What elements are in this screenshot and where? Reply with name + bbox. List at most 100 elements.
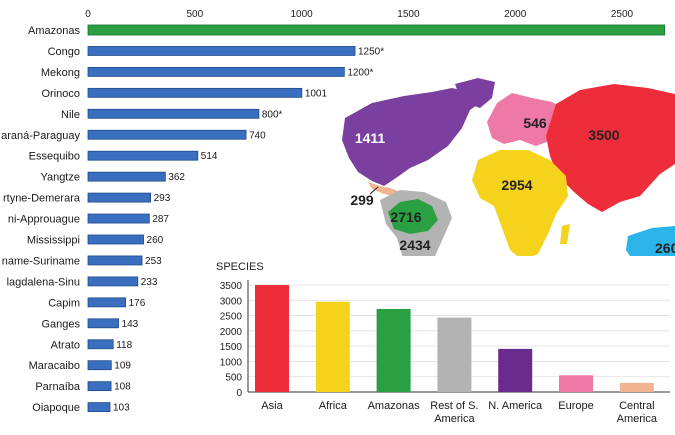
- bar: [87, 297, 126, 308]
- category-label: Maracaibo: [29, 360, 80, 372]
- rest-of-south-america-value: 2434: [399, 237, 430, 253]
- category-label: Nile: [61, 109, 80, 121]
- bar: [87, 24, 666, 36]
- category-label: Asia: [261, 400, 283, 412]
- greenland-region: [455, 78, 495, 108]
- madagascar-region: [560, 224, 570, 244]
- data-label: 143: [122, 319, 139, 330]
- data-label: 233: [141, 277, 158, 288]
- river-species-chart: 0 500 1000 1500 2000 2500 Amazonas Congo 1250* Me…: [1, 9, 666, 414]
- category-label: Orinoco: [41, 88, 80, 100]
- category-label: araná-Paraguay: [1, 130, 80, 142]
- bar: [87, 234, 144, 245]
- category-label: N. America: [488, 400, 543, 412]
- bar: [87, 339, 114, 350]
- africa-value: 2954: [501, 177, 532, 193]
- bar: [376, 308, 411, 392]
- data-label: 362: [168, 172, 185, 183]
- africa-region: [472, 150, 568, 260]
- category-label: Central America: [617, 400, 658, 425]
- bar: [87, 213, 150, 224]
- category-label: Yangtze: [40, 172, 80, 184]
- central-america-region: [368, 182, 398, 196]
- central-america-value: 299: [350, 192, 374, 208]
- category-label: Amazonas: [368, 400, 420, 412]
- data-label: 800*: [262, 109, 283, 120]
- y-tick-label: 3000: [220, 296, 243, 307]
- data-label: 740: [249, 130, 266, 141]
- bar: [87, 255, 143, 266]
- asia-value: 3500: [588, 127, 619, 143]
- bar: [437, 317, 472, 392]
- bar: [87, 381, 112, 392]
- x-tick-label: 2000: [504, 9, 527, 20]
- bar: [87, 46, 356, 56]
- bar: [498, 348, 533, 392]
- data-label: 253: [145, 256, 162, 267]
- category-label: rtyne-Demerara: [3, 193, 81, 205]
- amazonas-value: 2716: [390, 209, 421, 225]
- central-america-leader-line: [369, 186, 379, 195]
- data-label: 176: [129, 298, 146, 309]
- category-label: Ganges: [41, 318, 80, 330]
- category-label: Essequibo: [29, 151, 80, 163]
- bar: [87, 108, 260, 119]
- x-tick-label: 0: [85, 9, 91, 20]
- europe-region: [487, 93, 566, 146]
- region-species-chart: SPECIES 0 500 1000 1500 2000 2500 3000 3500 Asia A…: [208, 256, 675, 430]
- data-label: 287: [152, 214, 169, 225]
- data-label: 514: [201, 151, 218, 162]
- bar: [87, 171, 166, 182]
- data-label: 1001: [305, 88, 328, 99]
- bar: [87, 150, 199, 161]
- x-tick-label: 1500: [397, 9, 420, 20]
- category-label: Amazonas: [28, 25, 80, 37]
- category-label: ni-Approuague: [8, 214, 80, 226]
- data-label: 260: [147, 235, 164, 246]
- category-label: Europe: [558, 400, 593, 412]
- category-label: lagdalena-Sinu: [7, 276, 80, 288]
- europe-value: 546: [523, 115, 547, 131]
- x-tick-label: 2500: [611, 9, 634, 20]
- bar: [87, 402, 111, 413]
- category-label: Oiapoque: [32, 402, 80, 414]
- category-label: Rest of S. America: [430, 400, 478, 425]
- category-label: Mekong: [41, 67, 80, 79]
- bar: [87, 318, 119, 329]
- y-tick-label: 0: [236, 388, 242, 399]
- asia-region: [546, 84, 675, 212]
- bar: [87, 129, 247, 140]
- category-label: name-Suriname: [2, 255, 80, 267]
- category-label: Congo: [48, 46, 80, 58]
- y-tick-label: 3500: [220, 281, 243, 292]
- bar: [87, 276, 139, 287]
- category-label: Capim: [48, 297, 80, 309]
- bar: [87, 360, 112, 371]
- data-label: 293: [154, 193, 171, 204]
- chart-title: SPECIES: [216, 261, 264, 273]
- y-tick-label: 1500: [220, 342, 243, 353]
- x-tick-label: 500: [186, 9, 203, 20]
- y-tick-label: 2000: [220, 327, 243, 338]
- north-america-value: 1411: [355, 130, 386, 146]
- north-america-region: [342, 88, 480, 186]
- amazonas-basin-region: [388, 199, 438, 234]
- category-label: Parnaíba: [35, 381, 81, 393]
- x-tick-label: 1000: [290, 9, 313, 20]
- oceania-value: 260: [655, 240, 675, 256]
- bar: [87, 192, 151, 203]
- y-tick-label: 500: [225, 373, 242, 384]
- bar: [87, 67, 345, 77]
- bar: [559, 375, 593, 392]
- bar: [255, 285, 289, 392]
- data-label: 108: [114, 382, 131, 393]
- bar: [619, 382, 654, 392]
- category-label: Atrato: [51, 339, 80, 351]
- world-map: 1411 546 3500 2954 2716 2434 299 260: [342, 78, 675, 284]
- category-label: Africa: [319, 400, 348, 412]
- data-label: 109: [114, 361, 131, 372]
- data-label: 103: [113, 403, 130, 414]
- data-label: 118: [116, 340, 132, 351]
- bar: [87, 87, 303, 98]
